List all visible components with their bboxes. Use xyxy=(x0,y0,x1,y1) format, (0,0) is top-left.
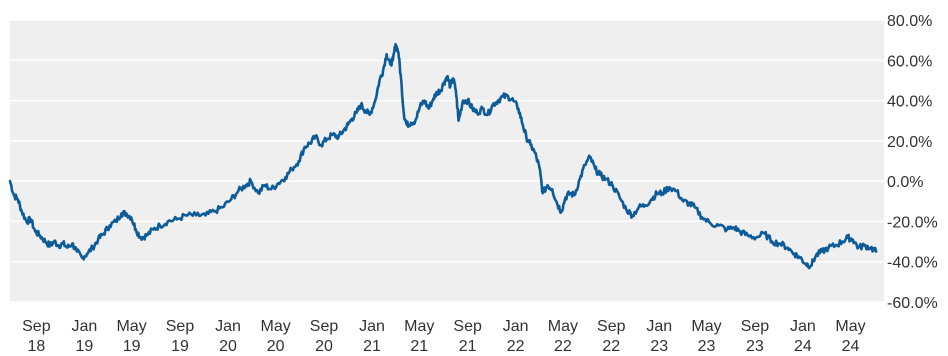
x-tick-year: 19 xyxy=(123,338,141,355)
x-tick-month: May xyxy=(835,318,865,335)
x-tick-year: 21 xyxy=(410,338,428,355)
x-tick-label: Jan 22 xyxy=(503,318,529,355)
x-tick-label: May 20 xyxy=(261,318,291,355)
x-tick-year: 24 xyxy=(842,338,860,355)
x-tick-year: 21 xyxy=(459,338,477,355)
x-tick-year: 22 xyxy=(507,338,525,355)
x-tick-label: May 24 xyxy=(835,318,865,355)
y-tick-label: -20.0% xyxy=(887,214,938,231)
x-tick-month: May xyxy=(548,318,578,335)
x-tick-year: 19 xyxy=(171,338,189,355)
x-tick-year: 23 xyxy=(746,338,764,355)
x-tick-month: May xyxy=(116,318,146,335)
x-tick-year: 21 xyxy=(363,338,381,355)
x-tick-month: Jan xyxy=(503,318,529,335)
x-tick-month: Sep xyxy=(597,318,626,335)
y-tick-label: 80.0% xyxy=(887,13,932,30)
x-tick-year: 20 xyxy=(315,338,333,355)
x-tick-label: May 19 xyxy=(116,318,146,355)
x-tick-year: 24 xyxy=(794,338,812,355)
plot-area xyxy=(10,20,884,302)
x-tick-year: 20 xyxy=(219,338,237,355)
gridlines xyxy=(10,19,884,303)
x-tick-label: May 21 xyxy=(404,318,434,355)
series-line xyxy=(8,42,878,270)
x-tick-label: Jan 21 xyxy=(359,318,385,355)
x-tick-month: Jan xyxy=(790,318,816,335)
x-axis-ticks: Sep 18 Jan 19 May 19 Sep 19 Jan 20 May 20 Sep 20 Jan 21… xyxy=(22,318,866,355)
y-axis-ticks: 80.0% 60.0% 40.0% 20.0% 0.0% -20.0% -40.0% -60.… xyxy=(887,13,938,312)
x-tick-label: Sep 18 xyxy=(22,318,51,355)
x-tick-month: Sep xyxy=(22,318,51,335)
x-tick-label: Sep 23 xyxy=(741,318,770,355)
series-lines xyxy=(8,42,878,270)
y-tick-label: -60.0% xyxy=(887,295,938,312)
x-tick-label: May 22 xyxy=(548,318,578,355)
x-tick-label: Sep 22 xyxy=(597,318,626,355)
x-tick-year: 20 xyxy=(267,338,285,355)
x-tick-year: 22 xyxy=(602,338,620,355)
x-tick-month: Sep xyxy=(741,318,770,335)
y-tick-label: 20.0% xyxy=(887,134,932,151)
x-tick-year: 19 xyxy=(75,338,93,355)
x-tick-label: Jan 20 xyxy=(215,318,241,355)
y-tick-label: 60.0% xyxy=(887,53,932,70)
x-tick-label: Jan 23 xyxy=(646,318,672,355)
y-tick-label: 40.0% xyxy=(887,94,932,111)
x-tick-year: 23 xyxy=(698,338,716,355)
x-tick-year: 18 xyxy=(27,338,45,355)
x-tick-month: Sep xyxy=(166,318,195,335)
x-tick-label: Jan 24 xyxy=(790,318,816,355)
x-tick-month: Jan xyxy=(71,318,97,335)
x-tick-label: May 23 xyxy=(691,318,721,355)
x-tick-month: May xyxy=(261,318,291,335)
y-tick-label: 0.0% xyxy=(887,174,923,191)
x-tick-year: 23 xyxy=(650,338,668,355)
x-tick-month: May xyxy=(691,318,721,335)
x-tick-label: Sep 20 xyxy=(310,318,339,355)
x-tick-month: Jan xyxy=(646,318,672,335)
x-tick-label: Jan 19 xyxy=(71,318,97,355)
x-tick-month: Sep xyxy=(453,318,482,335)
x-tick-month: Jan xyxy=(359,318,385,335)
x-tick-month: Sep xyxy=(310,318,339,335)
x-tick-label: Sep 21 xyxy=(453,318,482,355)
x-tick-label: Sep 19 xyxy=(166,318,195,355)
y-tick-label: -40.0% xyxy=(887,255,938,272)
x-tick-year: 22 xyxy=(554,338,572,355)
x-tick-month: Jan xyxy=(215,318,241,335)
x-tick-month: May xyxy=(404,318,434,335)
